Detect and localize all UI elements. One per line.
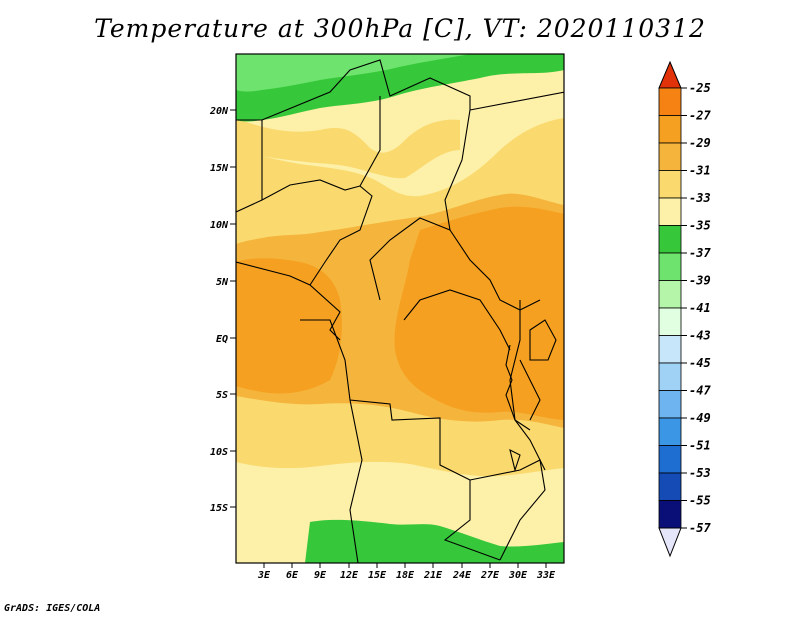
colorbar-label: -47 (689, 384, 711, 398)
y-tick-label: 10N (210, 220, 229, 231)
colorbar-label: -43 (689, 329, 711, 343)
x-tick-label: 21E (423, 570, 443, 581)
colorbar-block (658, 225, 682, 254)
x-tick-label: 12E (340, 570, 359, 581)
colorbar-top-arrow (658, 60, 682, 89)
colorbar-label: -41 (689, 301, 711, 315)
colorbar-label: -33 (689, 191, 711, 205)
y-tick-labels: 20N 15N 10N 5N EQ 5S 10S 15S (209, 106, 229, 514)
colorbar-block (658, 472, 682, 501)
x-tick-label: 18E (396, 570, 415, 581)
colorbar-label: -29 (689, 136, 711, 150)
y-tick-label: 10S (210, 447, 228, 458)
band-39-north (236, 54, 470, 92)
colorbar-block (658, 335, 682, 364)
grads-credit: GrADS: IGES/COLA (4, 603, 101, 614)
colorbar-label: -53 (689, 466, 711, 480)
colorbar-label: -39 (689, 274, 711, 288)
x-tick-marks (263, 563, 547, 568)
country-borders (236, 59, 564, 563)
colorbar-label: -55 (689, 494, 711, 508)
colorbar-label: -51 (689, 439, 711, 453)
colorbar-block (658, 170, 682, 199)
y-tick-label: EQ (216, 334, 228, 345)
colorbar-label: -31 (689, 164, 711, 178)
x-tick-label: 3E (257, 570, 271, 581)
band-37-south (305, 519, 564, 563)
colorbar-block (658, 142, 682, 171)
y-tick-label: 20N (209, 106, 229, 117)
colorbar-block (658, 307, 682, 336)
y-tick-label: 15N (210, 163, 229, 174)
colorbar-block (658, 87, 682, 116)
x-tick-label: 30E (508, 570, 528, 581)
colorbar-block (658, 390, 682, 419)
x-tick-label: 6E (286, 570, 299, 581)
colorbar-label: -25 (689, 81, 711, 95)
colorbar: -25 -27 -29 -31 -33 -35 -37 -39 -41 -43 -45 -47 -49 -… (658, 60, 711, 558)
colorbar-label: -27 (689, 109, 711, 123)
band-27-west (236, 258, 342, 394)
x-tick-label: 33E (536, 570, 556, 581)
colorbar-block (658, 417, 682, 446)
colorbar-label: -35 (689, 219, 711, 233)
x-tick-label: 27E (480, 570, 500, 581)
colorbar-block (658, 445, 682, 474)
colorbar-bottom-arrow (658, 527, 682, 558)
x-tick-label: 15E (368, 570, 387, 581)
x-tick-labels: 3E 6E 9E 12E 15E 18E 21E 24E 27E 30E 33E (257, 570, 556, 581)
colorbar-block (658, 115, 682, 144)
y-tick-label: 5N (216, 277, 229, 288)
colorbar-label: -45 (689, 356, 711, 370)
colorbar-block (658, 280, 682, 309)
band-27-east (394, 206, 564, 420)
temperature-field (236, 54, 564, 563)
colorbar-block (658, 197, 682, 226)
x-tick-label: 24E (452, 570, 472, 581)
colorbar-block (658, 362, 682, 391)
y-tick-marks (230, 109, 236, 508)
y-tick-label: 5S (216, 390, 228, 401)
colorbar-label: -37 (689, 246, 711, 260)
colorbar-block (658, 500, 682, 529)
band-33-north-2 (236, 118, 460, 179)
colorbar-block (658, 252, 682, 281)
colorbar-label: -49 (689, 411, 711, 425)
map-title: Temperature at 300hPa [C], VT: 202011031… (94, 14, 706, 43)
y-tick-label: 15S (210, 503, 228, 514)
colorbar-label: -57 (689, 521, 711, 535)
map-frame (235, 53, 565, 564)
x-tick-label: 9E (314, 570, 327, 581)
